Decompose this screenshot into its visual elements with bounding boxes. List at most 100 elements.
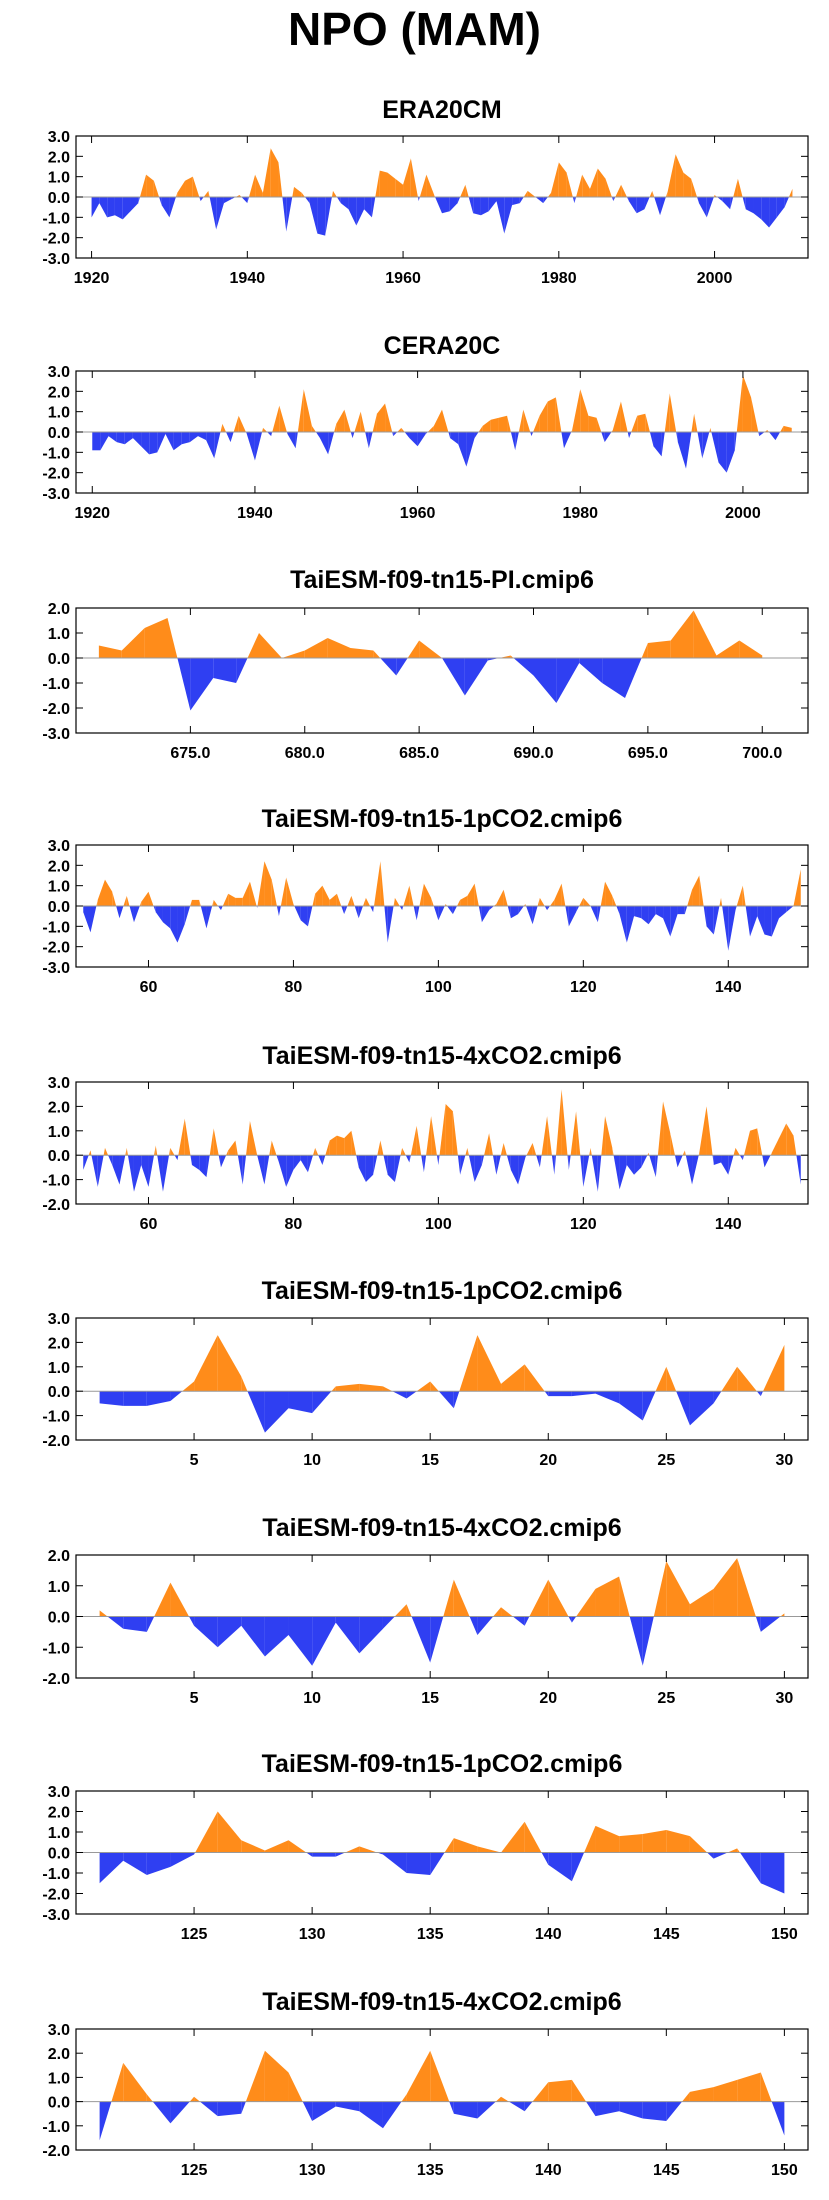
y-tick-label: -1.0 xyxy=(42,1173,70,1190)
negative-area-segment xyxy=(544,906,548,911)
negative-area-segment xyxy=(406,1391,417,1399)
positive-area-segment xyxy=(373,650,381,658)
positive-area-segment xyxy=(527,190,536,197)
negative-area-segment xyxy=(322,1155,326,1165)
negative-area-segment xyxy=(676,1391,690,1426)
negative-area-segment xyxy=(184,906,191,925)
negative-area-segment xyxy=(141,1155,149,1187)
positive-area-segment xyxy=(351,895,355,906)
positive-area-segment xyxy=(666,1561,690,1617)
positive-area-segment xyxy=(645,413,650,432)
negative-area-segment xyxy=(642,1391,656,1421)
positive-area-segment xyxy=(387,172,396,197)
positive-area-segment xyxy=(228,893,236,906)
positive-area-segment xyxy=(498,415,508,432)
negative-area-segment xyxy=(119,906,124,919)
negative-area-segment xyxy=(711,432,719,463)
positive-area-segment xyxy=(453,1838,478,1853)
positive-area-segment xyxy=(642,1829,667,1853)
y-tick-label: 3.0 xyxy=(48,1311,70,1328)
panel-title: ERA20CM xyxy=(382,96,501,124)
negative-area-segment xyxy=(449,197,458,212)
negative-area-segment xyxy=(496,1155,501,1175)
positive-area-segment xyxy=(571,2079,587,2102)
positive-area-segment xyxy=(170,1582,190,1617)
positive-area-segment xyxy=(709,427,711,432)
positive-area-segment xyxy=(264,861,272,906)
positive-area-segment xyxy=(465,184,469,197)
negative-area-segment xyxy=(141,432,150,455)
negative-area-segment xyxy=(209,197,217,230)
positive-area-segment xyxy=(566,172,573,197)
positive-area-segment xyxy=(721,897,723,906)
negative-area-segment xyxy=(660,197,666,216)
negative-area-segment xyxy=(702,432,710,459)
positive-area-segment xyxy=(242,881,250,906)
negative-area-segment xyxy=(216,197,224,230)
negative-area-segment xyxy=(169,197,176,218)
positive-area-segment xyxy=(235,194,240,197)
positive-area-segment xyxy=(666,1366,677,1392)
positive-area-segment xyxy=(360,411,366,432)
positive-area-segment xyxy=(304,638,328,658)
negative-area-segment xyxy=(535,197,544,204)
negative-area-segment xyxy=(377,1852,383,1855)
negative-area-segment xyxy=(619,1155,627,1190)
negative-area-segment xyxy=(571,1391,596,1397)
positive-area-segment xyxy=(331,190,333,197)
positive-area-segment xyxy=(619,1576,630,1617)
positive-area-segment xyxy=(407,640,420,658)
negative-area-segment xyxy=(293,1155,301,1170)
positive-area-segment xyxy=(760,2072,772,2102)
x-tick-label: 15 xyxy=(421,1452,439,1469)
positive-area-segment xyxy=(518,409,524,432)
y-tick-label: -1.0 xyxy=(42,445,70,462)
negative-area-segment xyxy=(108,432,117,443)
positive-area-segment xyxy=(460,895,468,906)
negative-area-segment xyxy=(572,197,575,204)
negative-area-segment xyxy=(97,1155,104,1187)
positive-area-segment xyxy=(669,393,677,432)
positive-area-segment xyxy=(434,194,436,197)
negative-area-segment xyxy=(442,658,465,696)
negative-area-segment xyxy=(288,1391,313,1414)
negative-area-segment xyxy=(165,432,174,451)
positive-area-segment xyxy=(716,640,740,658)
positive-area-segment xyxy=(426,174,435,197)
positive-area-segment xyxy=(683,172,692,197)
negative-area-segment xyxy=(217,1616,242,1648)
positive-area-segment xyxy=(652,190,655,197)
negative-area-segment xyxy=(90,906,97,933)
negative-area-segment xyxy=(508,2101,525,2112)
negative-area-segment xyxy=(226,432,231,443)
positive-area-segment xyxy=(259,633,282,658)
negative-area-segment xyxy=(684,906,688,915)
positive-area-segment xyxy=(631,415,638,432)
positive-area-segment xyxy=(523,409,531,432)
positive-area-segment xyxy=(126,1147,128,1156)
negative-area-segment xyxy=(123,1391,147,1406)
y-tick-label: 3.0 xyxy=(48,129,70,146)
negative-area-segment xyxy=(568,906,577,927)
negative-area-segment xyxy=(512,197,520,206)
negative-area-segment xyxy=(739,1155,743,1161)
negative-area-segment xyxy=(438,1155,440,1165)
panel-title: TaiESM-f09-tn15-4xCO2.cmip6 xyxy=(262,1988,621,2016)
negative-area-segment xyxy=(99,2101,112,2141)
negative-area-segment xyxy=(579,658,603,683)
positive-area-segment xyxy=(576,1111,581,1156)
positive-area-segment xyxy=(675,154,684,197)
positive-area-segment xyxy=(336,893,342,906)
negative-area-segment xyxy=(350,432,353,439)
negative-area-segment xyxy=(753,197,762,220)
negative-area-segment xyxy=(200,197,204,202)
y-tick-label: -1.0 xyxy=(42,1640,70,1657)
negative-area-segment xyxy=(146,1852,171,1876)
positive-area-segment xyxy=(406,1604,412,1617)
negative-area-segment xyxy=(365,1155,374,1183)
negative-area-segment xyxy=(418,197,420,202)
x-tick-label: 140 xyxy=(715,1216,742,1233)
x-tick-label: 100 xyxy=(425,979,452,996)
